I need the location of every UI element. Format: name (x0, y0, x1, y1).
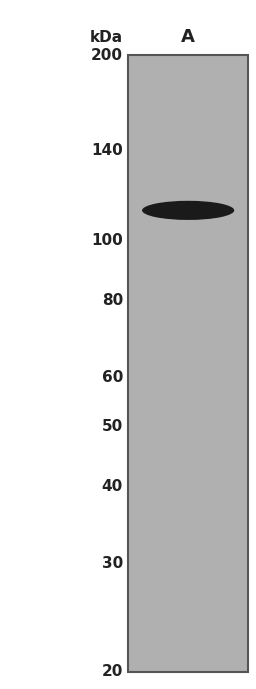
FancyBboxPatch shape (128, 55, 248, 672)
Text: kDa: kDa (90, 30, 123, 45)
Text: 50: 50 (102, 419, 123, 434)
Text: 30: 30 (102, 556, 123, 571)
Text: 80: 80 (102, 293, 123, 308)
Text: 40: 40 (102, 479, 123, 494)
Text: A: A (181, 28, 195, 46)
Text: 200: 200 (91, 48, 123, 63)
Text: 20: 20 (102, 664, 123, 679)
Text: 140: 140 (91, 143, 123, 158)
Text: 100: 100 (91, 234, 123, 248)
Ellipse shape (142, 200, 234, 220)
Text: 60: 60 (102, 370, 123, 385)
